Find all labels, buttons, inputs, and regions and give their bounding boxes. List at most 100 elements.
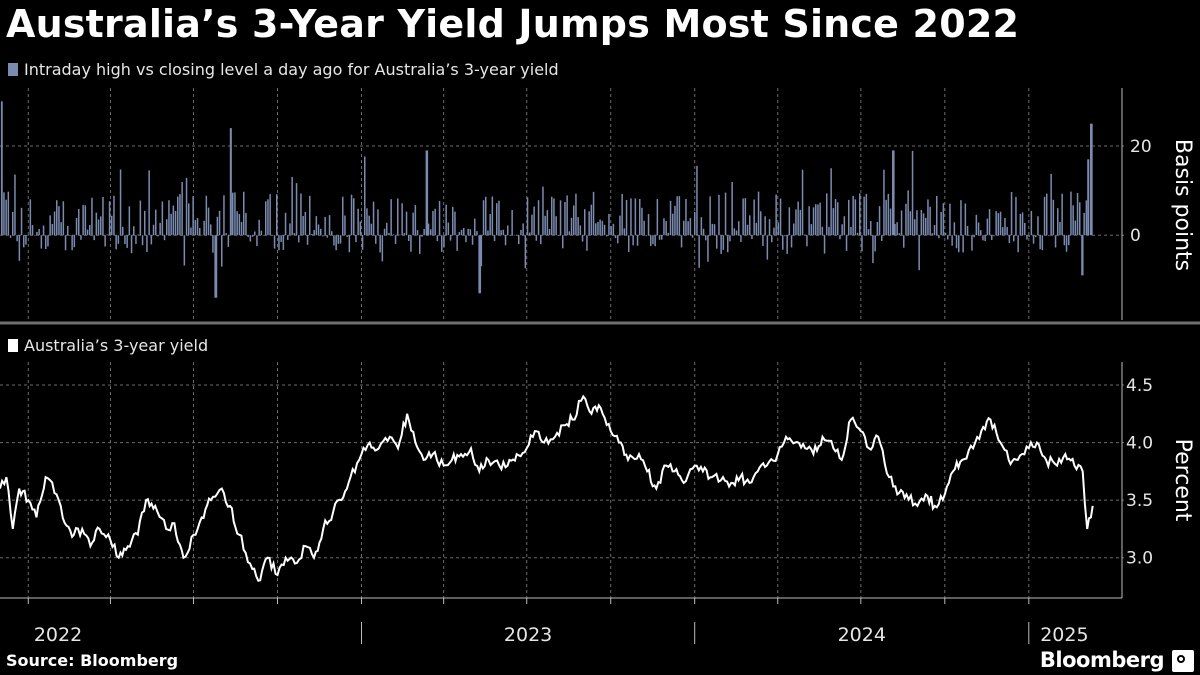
bar bbox=[95, 212, 98, 236]
bar bbox=[45, 235, 47, 249]
bar bbox=[357, 208, 359, 236]
bar bbox=[159, 222, 161, 236]
bar bbox=[900, 210, 903, 236]
bar bbox=[834, 199, 837, 236]
bar bbox=[1013, 235, 1015, 242]
bar bbox=[551, 196, 553, 236]
bar bbox=[702, 228, 705, 236]
bar bbox=[960, 200, 962, 236]
bar bbox=[306, 235, 309, 245]
bar bbox=[168, 200, 170, 236]
bar bbox=[986, 218, 989, 236]
bar bbox=[909, 211, 912, 236]
bar bbox=[548, 228, 551, 236]
bar bbox=[773, 227, 775, 236]
bar bbox=[727, 235, 729, 253]
bar bbox=[944, 233, 947, 236]
bar bbox=[236, 211, 238, 236]
bar bbox=[592, 191, 595, 236]
bar bbox=[152, 224, 155, 236]
bar bbox=[170, 213, 172, 236]
bar bbox=[674, 205, 676, 236]
bar bbox=[474, 218, 476, 236]
bar bbox=[694, 212, 696, 236]
bar bbox=[60, 222, 62, 236]
bar bbox=[993, 235, 995, 237]
bar bbox=[562, 235, 564, 249]
bar bbox=[843, 216, 846, 236]
bar bbox=[654, 235, 656, 247]
bar bbox=[797, 201, 799, 236]
bar bbox=[573, 205, 575, 236]
bar bbox=[1039, 235, 1041, 250]
bar bbox=[108, 201, 111, 236]
bar bbox=[841, 224, 843, 236]
bar bbox=[922, 213, 925, 236]
bar bbox=[852, 195, 854, 236]
bar bbox=[284, 212, 287, 236]
line-panel-tick-label: 3.0 bbox=[1126, 549, 1153, 569]
bar bbox=[988, 209, 991, 236]
line-legend-label: Australia’s 3-year yield bbox=[24, 336, 209, 355]
bar bbox=[47, 235, 49, 247]
bar bbox=[174, 210, 177, 236]
bar bbox=[830, 168, 832, 236]
bar bbox=[832, 208, 835, 236]
bar-notable bbox=[479, 235, 482, 294]
bar bbox=[441, 235, 443, 252]
bar bbox=[636, 235, 639, 246]
bar bbox=[678, 196, 681, 236]
bar bbox=[212, 235, 214, 253]
bar bbox=[339, 235, 342, 244]
bar bbox=[896, 222, 898, 236]
bar bbox=[452, 206, 454, 236]
bar bbox=[821, 226, 824, 236]
bar bbox=[62, 201, 65, 236]
bar bbox=[78, 208, 80, 236]
bar bbox=[1065, 235, 1068, 252]
bar bbox=[23, 235, 25, 248]
bar bbox=[313, 230, 315, 236]
bar-legend-label: Intraday high vs closing level a day ago… bbox=[24, 60, 559, 79]
bar bbox=[716, 235, 718, 249]
bar bbox=[524, 235, 527, 269]
bar bbox=[579, 225, 582, 236]
bar bbox=[14, 174, 16, 236]
bar bbox=[964, 203, 967, 236]
bar bbox=[1035, 235, 1037, 238]
bar bbox=[746, 224, 749, 236]
bar bbox=[122, 226, 124, 236]
bar bbox=[465, 235, 467, 243]
bar bbox=[496, 203, 498, 236]
bar bbox=[370, 223, 373, 236]
bar bbox=[128, 206, 131, 236]
chart-title: Australia’s 3-Year Yield Jumps Most Sinc… bbox=[6, 2, 1020, 46]
bar bbox=[711, 223, 714, 236]
bar bbox=[588, 211, 590, 236]
bar bbox=[137, 234, 139, 236]
bar bbox=[742, 198, 744, 236]
bar bbox=[1026, 235, 1028, 240]
bar bbox=[531, 214, 533, 236]
bar bbox=[104, 235, 106, 247]
bar bbox=[1068, 235, 1070, 246]
bar bbox=[540, 235, 542, 245]
bar bbox=[665, 221, 667, 236]
bar bbox=[247, 235, 249, 238]
bar-notable bbox=[1087, 159, 1090, 236]
bar bbox=[905, 203, 907, 236]
bar bbox=[786, 235, 788, 254]
bar bbox=[476, 231, 478, 236]
bar bbox=[515, 234, 518, 236]
bar bbox=[119, 169, 122, 236]
bar bbox=[458, 232, 461, 236]
bar bbox=[826, 193, 828, 236]
bar bbox=[201, 234, 203, 236]
bar bbox=[491, 196, 494, 236]
bar bbox=[709, 196, 711, 236]
bar bbox=[262, 235, 265, 236]
bar bbox=[498, 200, 500, 236]
bar bbox=[553, 198, 555, 236]
x-tick-label: 2022 bbox=[34, 624, 82, 646]
